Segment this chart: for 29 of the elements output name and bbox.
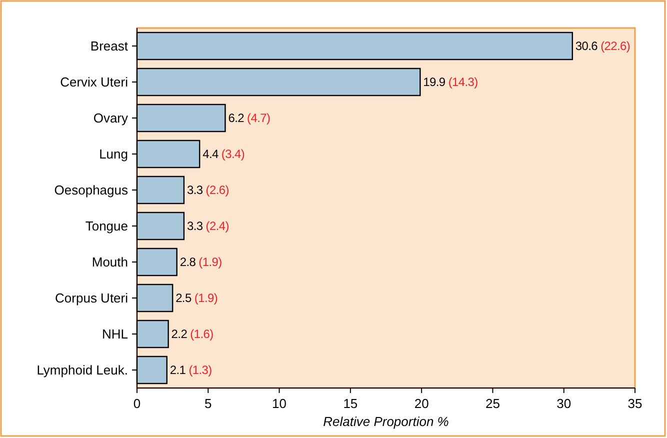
data-label: 2.8 (1.9) (180, 255, 222, 270)
y-tick-label: Ovary (93, 110, 128, 126)
x-tick-label: 10 (272, 396, 287, 411)
data-label: 19.9 (14.3) (423, 75, 478, 90)
x-tick-label: 20 (414, 396, 429, 411)
y-tick-label: Lung (99, 146, 128, 162)
y-tick-label: Tongue (85, 218, 128, 234)
data-label: 30.6 (22.6) (575, 39, 630, 54)
data-label: 3.3 (2.4) (186, 219, 230, 234)
data-label: 4.4 (3.4) (202, 147, 245, 162)
y-tick-label: Breast (90, 38, 128, 54)
y-tick-label: Cervix Uteri (60, 74, 128, 90)
data-label: 2.1 (1.3) (170, 363, 212, 378)
data-label: 2.5 (1.9) (176, 291, 218, 306)
x-axis-title: Relative Proportion % (323, 414, 449, 429)
data-label: 6.2 (4.7) (228, 111, 271, 126)
x-tick-label: 30 (556, 396, 572, 411)
y-tick-label: Mouth (92, 254, 128, 270)
data-label: 2.2 (1.6) (171, 327, 214, 342)
y-tick-label: Corpus Uteri (55, 290, 128, 306)
x-tick-label: 5 (204, 396, 212, 411)
x-tick-label: 15 (343, 396, 358, 411)
y-tick-label: Oesophagus (54, 182, 128, 198)
y-tick-label: Lymphoid Leuk. (36, 362, 128, 378)
x-tick-label: 25 (485, 396, 500, 411)
data-label: 3.3 (2.6) (186, 183, 230, 198)
x-tick-label: 0 (133, 396, 141, 411)
x-tick-label: 35 (628, 396, 642, 411)
y-tick-label: NHL (102, 326, 128, 342)
